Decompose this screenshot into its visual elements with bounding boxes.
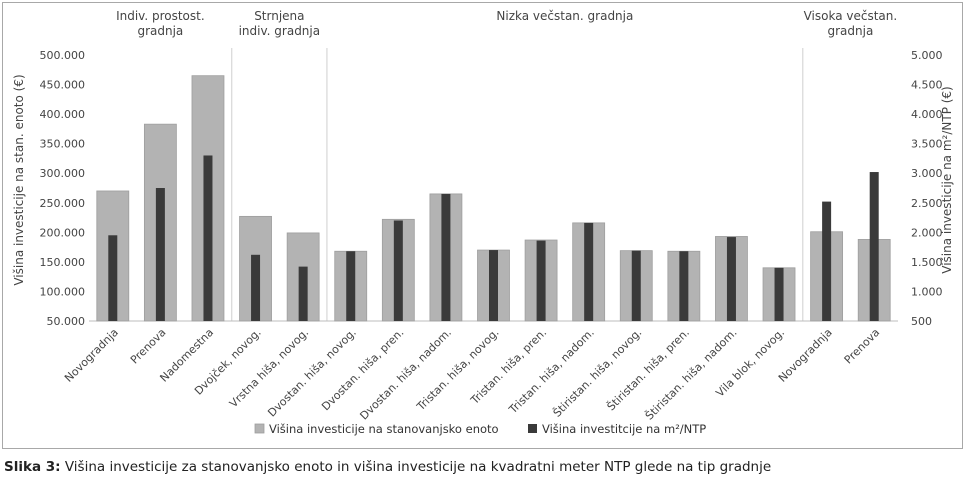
group-label: Strnjena indiv. gradnja (239, 9, 321, 38)
group-label-line: gradnja (137, 24, 183, 38)
legend-label-per-m2: Višina investitcije na m²/NTP (542, 422, 706, 436)
bar-investment-per-m2 (584, 222, 594, 321)
left-tick-label: 500.000 (40, 49, 86, 62)
bar-investment-per-m2 (489, 250, 498, 321)
category-label: Vrstna hiša, novog. (227, 326, 311, 410)
category-label: Dvostan. hiša, pren. (319, 326, 406, 413)
caption-label: Slika 3: (4, 459, 61, 475)
group-label-line: Indiv. prostost. (116, 9, 205, 23)
group-label-line: indiv. gradnja (239, 24, 321, 38)
left-tick-label: 200.000 (40, 226, 86, 239)
category-label: Štiristan. hiša, novog. (551, 326, 645, 420)
category-label: Štiristan. hiša, pren. (605, 326, 692, 413)
group-label: Nizka večstan. gradnja (496, 9, 633, 23)
category-label: Štiristan. hiša, nadom. (643, 326, 740, 423)
right-tick-label: 3.500 (911, 138, 943, 151)
group-label-line: Strnjena (254, 9, 304, 23)
right-axis-title: Višina investicije na m²/NTP (€) (940, 86, 954, 274)
right-tick-label: 5.000 (911, 49, 943, 62)
group-label-line: gradnja (827, 24, 873, 38)
bar-investment-per-m2 (726, 237, 736, 321)
bar-investment-per-m2 (203, 155, 213, 321)
group-label: Visoka večstan. gradnja (804, 9, 898, 38)
left-tick-label: 450.000 (40, 79, 86, 92)
left-tick-label: 250.000 (40, 197, 86, 210)
bar-investment-per-m2 (346, 251, 356, 321)
category-label: Tristan. hiša, nadom. (506, 326, 597, 417)
legend-swatch-per-unit (254, 423, 265, 434)
left-tick-label: 100.000 (40, 285, 86, 298)
right-tick-label: 1.000 (911, 285, 943, 298)
right-tick-label: 500 (911, 315, 932, 328)
chart-frame: Indiv. prostost. gradnja Strnjena indiv. gr… (2, 2, 963, 449)
bar-investment-per-m2 (536, 240, 546, 321)
figure-caption: Slika 3: Višina investicije za stanovanj… (4, 459, 771, 475)
right-tick-label: 4.000 (911, 108, 943, 121)
caption-text: Višina investicije za stanovanjsko enoto… (64, 459, 772, 475)
right-tick-label: 3.000 (911, 167, 943, 180)
bar-investment-per-m2 (869, 172, 879, 321)
category-label: Dvostan. hiša, nadom. (357, 326, 454, 423)
left-tick-label: 150.000 (40, 256, 86, 269)
bar-investment-per-m2 (298, 266, 308, 321)
right-tick-label: 2.000 (911, 226, 943, 239)
bar-investment-per-m2 (251, 254, 261, 321)
legend-label-per-unit: Višina investicije na stanovanjsko enoto (269, 422, 499, 436)
legend-swatch-per-m2 (528, 424, 537, 433)
bar-investment-per-m2 (441, 193, 451, 321)
bar-investment-per-m2 (774, 267, 784, 321)
bar-investment-per-m2 (393, 220, 403, 321)
bar-investment-per-m2 (631, 250, 641, 321)
group-label-line: Visoka večstan. (804, 9, 898, 23)
bar-investment-per-m2 (108, 235, 118, 321)
category-label: Prenova (128, 326, 169, 367)
right-tick-label: 2.500 (911, 197, 943, 210)
bar-investment-per-m2 (822, 201, 832, 321)
category-label: Prenova (842, 326, 883, 367)
right-tick-label: 4.500 (911, 79, 943, 92)
left-tick-label: 350.000 (40, 138, 86, 151)
right-tick-label: 1.500 (911, 256, 943, 269)
group-label-line: Nizka večstan. gradnja (496, 9, 633, 23)
left-tick-label: 300.000 (40, 167, 86, 180)
bar-investment-per-m2 (155, 188, 165, 321)
left-tick-label: 50.000 (47, 315, 86, 328)
bar-investment-per-m2 (679, 251, 689, 321)
left-tick-label: 400.000 (40, 108, 86, 121)
left-axis-title: Višina investicije na stan. enoto (€) (12, 74, 26, 285)
category-label: Dvostan. hiša, novog. (265, 326, 359, 420)
group-label: Indiv. prostost. gradnja (116, 9, 205, 38)
category-label: Tristan. hiša, novog. (414, 326, 502, 414)
category-label: Novogradnja (62, 326, 121, 385)
